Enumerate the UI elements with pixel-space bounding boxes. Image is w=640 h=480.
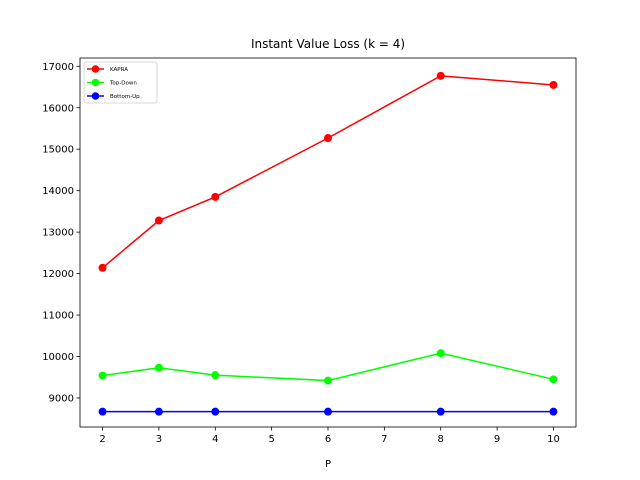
y-tick-label: 12000 xyxy=(42,269,74,280)
data-point-bottom-up xyxy=(324,407,332,416)
data-point-bottom-up xyxy=(98,407,107,416)
x-axis-label: P xyxy=(325,459,331,470)
data-point-kapra xyxy=(211,192,220,201)
legend-marker-top-down xyxy=(91,78,100,87)
data-point-bottom-up xyxy=(549,407,558,416)
data-point-kapra xyxy=(98,263,107,272)
series-line-top-down xyxy=(102,352,554,382)
y-tick-label: 15000 xyxy=(42,145,74,156)
data-point-kapra xyxy=(436,71,445,80)
legend-label-top-down: Top-Down xyxy=(109,81,137,87)
series-line-kapra xyxy=(102,75,554,269)
y-tick-label: 13000 xyxy=(42,228,74,239)
data-point-kapra xyxy=(154,216,163,225)
data-point-bottom-up xyxy=(211,407,220,416)
y-tick-label: 9000 xyxy=(49,393,74,404)
data-point-kapra xyxy=(324,134,332,143)
data-point-top-down xyxy=(549,375,558,384)
legend: KAPRA Top-Down Bottom-Up xyxy=(83,61,158,104)
x-tick-label: 3 xyxy=(156,434,162,445)
x-tick-label: 9 xyxy=(494,434,500,445)
x-tick-label: 4 xyxy=(212,434,218,445)
y-tick-label: 16000 xyxy=(42,103,74,114)
data-point-bottom-up xyxy=(154,407,163,416)
data-point-top-down xyxy=(98,371,107,380)
legend-label-bottom-up: Bottom-Up xyxy=(110,94,140,100)
x-tick-label: 8 xyxy=(438,434,444,445)
y-tick-label: 17000 xyxy=(42,62,74,73)
data-point-top-down xyxy=(211,371,220,380)
data-point-kapra xyxy=(549,80,558,89)
plot-area: 2 3 4 5 6 7 8 9 10 9000 10000 11000 12000 13000 14000 1… xyxy=(42,57,577,445)
x-tick-label: 5 xyxy=(268,434,274,445)
legend-box xyxy=(83,61,158,104)
y-tick-label: 10000 xyxy=(42,352,74,363)
y-tick-label: 11000 xyxy=(42,311,74,322)
legend-marker-bottom-up xyxy=(91,92,100,100)
x-tick-label: 7 xyxy=(381,434,387,445)
y-tick-label: 14000 xyxy=(42,186,74,197)
x-tick-label: 10 xyxy=(547,434,560,445)
x-tick-label: 2 xyxy=(99,434,105,445)
chart-title: Instant Value Loss (k = 4) xyxy=(251,37,405,51)
data-point-top-down xyxy=(436,349,445,358)
legend-marker-kapra xyxy=(91,65,100,73)
data-point-bottom-up xyxy=(436,407,445,416)
legend-label-kapra: KAPRA xyxy=(110,67,128,73)
data-point-top-down xyxy=(324,376,332,385)
x-tick-label: 6 xyxy=(325,434,331,445)
data-point-top-down xyxy=(154,363,163,372)
